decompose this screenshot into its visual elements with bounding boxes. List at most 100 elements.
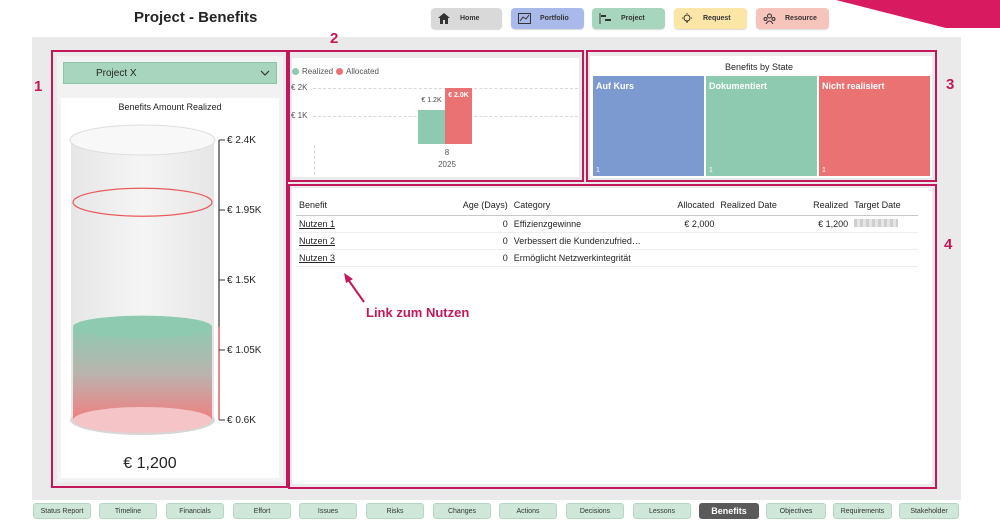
bar-allocated-label: € 2.0K: [448, 92, 469, 99]
gauge-title: Benefits Amount Realized: [118, 102, 222, 112]
cell-category: Verbessert die Kundenzufried…: [510, 232, 659, 250]
x-year-label: 2025: [438, 160, 456, 169]
treemap-cell-nicht-realisiert[interactable]: Nicht realisiert 1: [819, 76, 930, 176]
column-header-age[interactable]: Age (Days): [454, 194, 511, 216]
treemap-cell-label: Auf Kurs: [596, 81, 634, 91]
nav-portfolio-label: Portfolio: [540, 15, 569, 22]
gauge-tick-label: € 1.95K: [227, 205, 262, 216]
cell-realized: [796, 232, 852, 250]
tab-financials[interactable]: Financials: [166, 503, 224, 519]
cell-realized-date: [717, 232, 797, 250]
home-icon: [436, 13, 452, 24]
chevron-down-icon: [260, 68, 270, 79]
tab-requirements[interactable]: Requirements: [833, 503, 892, 519]
tab-effort[interactable]: Effort: [233, 503, 291, 519]
tab-objectives[interactable]: Objectives: [766, 503, 826, 519]
gauge-tick-label: € 1.5K: [227, 275, 256, 286]
legend-item-allocated[interactable]: Allocated: [336, 67, 379, 76]
callout-number-3: 3: [946, 76, 955, 93]
callout-box-4: [288, 184, 937, 489]
gauge-tick-label: € 1.05K: [227, 345, 262, 356]
cell-category: Ermöglicht Netzwerkintegrität: [510, 249, 659, 267]
treemap-title: Benefits by State: [724, 62, 794, 72]
column-header-target-date[interactable]: Target Date: [851, 194, 918, 216]
redacted-date: [854, 219, 899, 227]
nav-project-button[interactable]: Project: [592, 8, 665, 29]
cell-realized: [796, 249, 852, 267]
cell-realized-date: [717, 249, 797, 267]
treemap-cell-dokumentiert[interactable]: Dokumentiert 1: [706, 76, 817, 176]
cylinder-top: [69, 124, 216, 156]
slicer-value: Project X: [96, 67, 137, 79]
y-tick-label: € 2K: [291, 83, 308, 92]
treemap-cell-auf-kurs[interactable]: Auf Kurs 1: [593, 76, 704, 176]
annotation-arrow-icon: [344, 273, 365, 303]
y-tick-label: € 1K: [291, 111, 308, 120]
legend-item-realized[interactable]: Realized: [292, 67, 333, 76]
target-marker-ring: [72, 187, 213, 217]
tab-timeline[interactable]: Timeline: [99, 503, 157, 519]
nav-resource-button[interactable]: Resource: [756, 8, 829, 29]
cell-age: 0: [454, 249, 511, 267]
liquid-top: [73, 315, 212, 338]
tab-risks[interactable]: Risks: [366, 503, 424, 519]
nav-resource-label: Resource: [785, 15, 817, 22]
project-slicer-dropdown[interactable]: Project X: [63, 62, 277, 84]
legend-label: Allocated: [346, 67, 379, 76]
cell-allocated: € 2,000: [658, 215, 718, 233]
treemap-cell-label: Dokumentiert: [709, 81, 768, 91]
nav-request-label: Request: [703, 15, 731, 22]
callout-number-4: 4: [944, 236, 953, 253]
column-header-realized[interactable]: Realized: [796, 194, 852, 216]
column-header-category[interactable]: Category: [510, 194, 659, 216]
nav-portfolio-button[interactable]: Portfolio: [511, 8, 584, 29]
cell-category: Effizienzgewinne: [510, 215, 659, 233]
tab-stakeholder[interactable]: Stakeholder: [899, 503, 959, 519]
column-header-allocated[interactable]: Allocated: [658, 194, 718, 216]
x-axis-divider: [314, 145, 315, 175]
treemap-cell-count: 1: [596, 167, 600, 174]
benefit-link[interactable]: Nutzen 3: [299, 253, 336, 263]
callout-box-1: [51, 50, 288, 488]
tab-changes[interactable]: Changes: [433, 503, 491, 519]
table-row: Nutzen 3 0 Ermöglicht Netzwerkintegrität: [296, 249, 918, 267]
benefit-link[interactable]: Nutzen 1: [299, 219, 336, 229]
table-header-row: Benefit Age (Days) Category Allocated Re…: [296, 194, 918, 216]
gauge-value-label: € 1,200: [123, 455, 177, 472]
liquid-bottom: [73, 407, 212, 433]
nav-project-label: Project: [621, 15, 645, 22]
bar-realized-label: € 1.2K: [421, 97, 442, 105]
cell-target-date: [851, 249, 918, 267]
legend-dot: [336, 68, 343, 75]
nav-request-button[interactable]: Request: [674, 8, 747, 29]
tab-status-report[interactable]: Status Report: [33, 503, 91, 519]
legend-label: Realized: [302, 67, 334, 76]
page-title: Project - Benefits: [134, 9, 258, 26]
benefit-link[interactable]: Nutzen 2: [299, 236, 336, 246]
treemap-cell-count: 1: [822, 167, 826, 174]
annotation-label: Link zum Nutzen: [366, 305, 470, 320]
cell-age: 0: [454, 215, 511, 233]
cell-allocated: [658, 232, 718, 250]
tab-decisions[interactable]: Decisions: [566, 503, 624, 519]
gauge-tick-label: € 0.6K: [227, 415, 256, 426]
cell-target-date: [851, 215, 918, 233]
bar-realized[interactable]: [418, 110, 445, 144]
column-header-benefit[interactable]: Benefit: [296, 194, 455, 216]
people-icon: [761, 13, 777, 24]
cell-age: 0: [454, 232, 511, 250]
nav-home-button[interactable]: Home: [431, 8, 502, 29]
table-row: Nutzen 1 0 Effizienzgewinne € 2,000 € 1,…: [296, 215, 918, 233]
tab-lessons[interactable]: Lessons: [633, 503, 691, 519]
treemap-cell-count: 1: [709, 167, 713, 174]
column-header-realized-date[interactable]: Realized Date: [717, 194, 797, 216]
treemap-cell-label: Nicht realisiert: [822, 81, 885, 91]
cell-target-date: [851, 232, 918, 250]
tab-actions[interactable]: Actions: [499, 503, 557, 519]
tab-issues[interactable]: Issues: [299, 503, 357, 519]
gantt-icon: [597, 13, 613, 24]
tab-benefits[interactable]: Benefits: [699, 503, 759, 519]
nav-home-label: Home: [460, 15, 480, 22]
bar-allocated[interactable]: [445, 88, 472, 144]
cylinder-gauge: [69, 124, 225, 435]
